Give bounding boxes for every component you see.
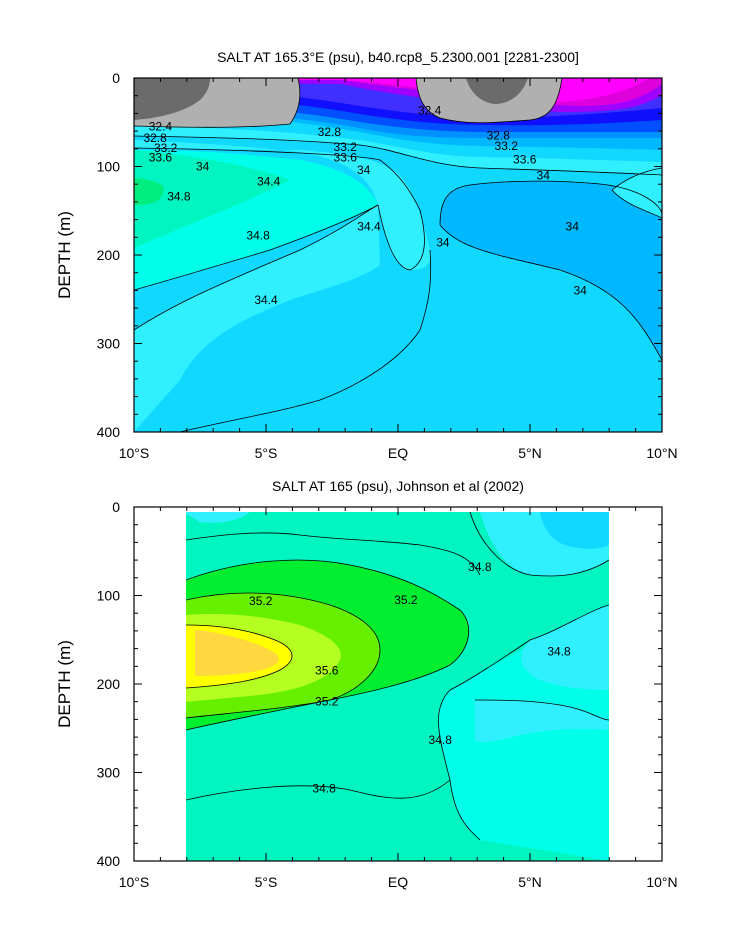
model-x-tick-label: 5°S [255,445,278,461]
model-contour-label: 33.2 [334,140,358,154]
model-contour-label: 33.6 [334,151,358,165]
model-contour-label: 33.6 [513,152,537,166]
observed-contour-fill: 35.2 35.2 35.6 35.2 34.8 34.8 34.8 34.8 [186,512,609,861]
fill-surface-low-west [186,512,250,523]
model-contour-fill: 32.432.833.233.63434.434.834.834.432.833… [134,78,662,432]
model-contour-label: 34.8 [167,190,191,204]
model-contour-label: 33.2 [495,139,519,153]
model-contour-label: 32.4 [149,120,173,134]
fill-salinity-max [195,630,279,676]
model-contour-label: 34 [566,220,580,234]
fill-34.4-34.8-central [134,140,431,270]
fill-34.8-south-core [134,150,290,248]
model-axes: 10°S 5°S EQ 5°N 10°N 0 100 200 300 400 [97,70,678,461]
model-contour-label: 34.4 [254,293,278,307]
model-contour-label: 34.4 [357,220,381,234]
model-chart-title: SALT AT 165.3°E (psu), b40.rcp8_5.2300.0… [217,49,579,65]
fill-below-34-east [440,181,662,360]
observed-contour-label: 34.8 [429,733,453,747]
model-contour-labels: 32.432.833.233.63434.434.834.834.432.833… [143,104,587,307]
model-contour-label: 32.4 [418,104,442,118]
fill-34.4-34.8-northeast [521,605,609,690]
fill-34.4-34.8-south [134,205,380,432]
model-contour-label: 34 [537,168,551,182]
fill-salinity-max-core [134,178,165,205]
model-y-axis-label: DEPTH (m) [55,211,74,299]
observed-y-tick-label: 0 [112,499,120,515]
fill-freshest-south [134,78,210,120]
model-contour-label: 34 [573,283,587,297]
fill-below-34-east [540,512,609,549]
model-y-tick-label: 0 [112,70,120,86]
model-y-tick-label: 200 [97,247,121,263]
model-x-tick-label: 10°S [119,445,150,461]
model-x-tick-label: EQ [388,445,408,461]
model-contour-label: 32.8 [143,131,167,145]
observed-x-tick-label: 5°N [518,874,542,890]
observed-contour-label: 35.2 [249,594,273,608]
model-y-tick-label: 400 [97,424,121,440]
observed-x-tick-label: 5°S [255,874,278,890]
panel-observed-salinity: 35.2 35.2 35.6 35.2 34.8 34.8 34.8 34.8 10°S 5°S… [55,478,678,890]
observed-contour-lines [186,512,609,841]
model-contour-label: 34 [436,236,450,250]
model-contour-label: 34.8 [246,229,270,243]
observed-contour-label: 34.8 [468,560,492,574]
panel-model-salinity: 32.432.833.233.63434.434.834.834.432.833… [55,49,678,461]
observed-x-tick-label: EQ [388,874,408,890]
fill-freshest-north [466,78,528,104]
model-contour-label: 32.8 [487,129,511,143]
model-y-tick-label: 100 [97,159,121,175]
observed-contour-label: 35.6 [315,664,339,678]
observed-x-tick-label: 10°N [646,874,677,890]
observed-y-tick-label: 300 [97,765,121,781]
model-contour-label: 34 [196,160,210,174]
observed-axes: 10°S 5°S EQ 5°N 10°N 0 100 200 300 400 [97,499,678,890]
observed-y-tick-label: 100 [97,588,121,604]
fill-34.4-deep-east [475,700,609,743]
observed-y-axis-label: DEPTH (m) [55,640,74,728]
observed-contour-labels: 35.2 35.2 35.6 35.2 34.8 34.8 34.8 34.8 [249,560,571,795]
model-contour-lines [134,78,662,432]
observed-contour-label: 34.8 [547,644,571,658]
observed-contour-label: 35.2 [315,695,339,709]
observed-y-tick-label: 400 [97,853,121,869]
observed-y-tick-label: 200 [97,676,121,692]
observed-x-tick-label: 10°S [119,874,150,890]
model-x-tick-label: 10°N [646,445,677,461]
model-contour-label: 34 [357,163,371,177]
fill-34.4-34.8-east [438,512,609,861]
observed-chart-title: SALT AT 165 (psu), Johnson et al (2002) [272,478,524,494]
model-contour-label: 33.6 [149,151,173,165]
model-contour-label: 32.8 [318,125,342,139]
model-contour-label: 33.2 [154,141,178,155]
model-y-tick-label: 300 [97,336,121,352]
model-contour-label: 34.4 [257,175,281,189]
model-x-tick-label: 5°N [518,445,542,461]
observed-contour-label: 35.2 [394,593,418,607]
observed-contour-label: 34.8 [312,781,336,795]
